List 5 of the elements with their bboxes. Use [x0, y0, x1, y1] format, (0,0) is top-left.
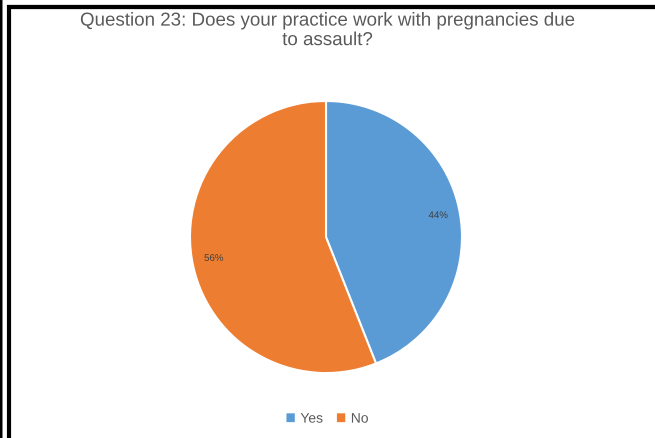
chart-title: Question 23: Does your practice work with pregnancies due to assault? — [80, 12, 574, 46]
legend-label: No — [352, 413, 368, 423]
legend-label: Yes — [300, 413, 323, 423]
data-label: 44% — [428, 211, 448, 218]
data-label: 56% — [204, 254, 224, 262]
